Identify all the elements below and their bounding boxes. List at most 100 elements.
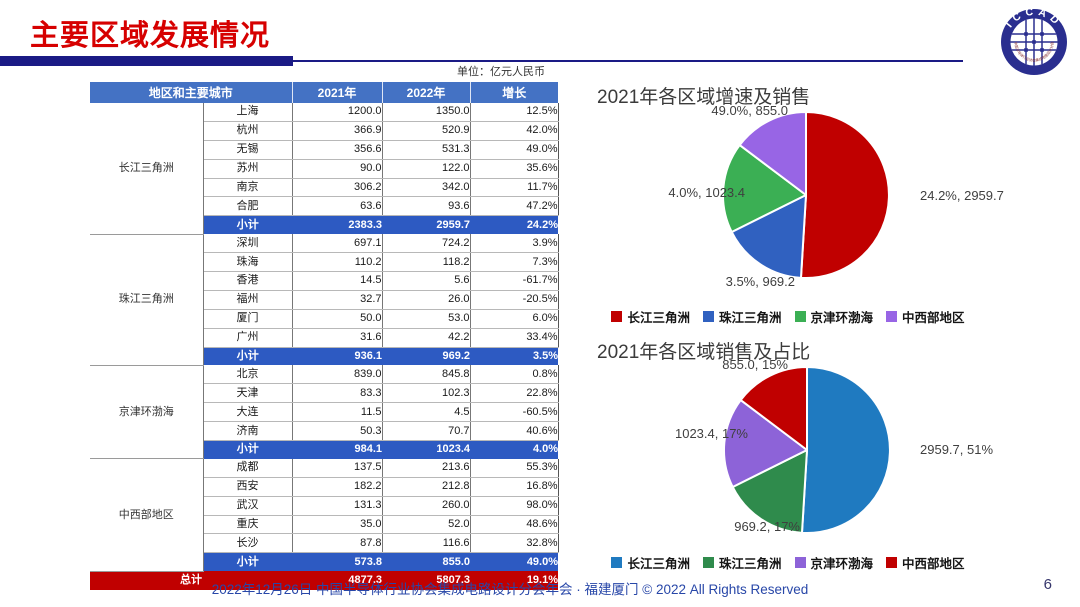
growth-cell: 40.6%: [470, 421, 559, 442]
table-row: 长沙 87.8 116.6 32.8%: [90, 533, 559, 554]
city-cell: 香港: [203, 271, 293, 291]
table-row: 苏州 90.0 122.0 35.6%: [90, 159, 559, 179]
subtotal-2021-cell: 984.1: [292, 440, 383, 459]
region-cell: 中西部地区: [90, 458, 204, 572]
subtotal-label-cell: 小计: [203, 552, 293, 572]
value-2021-cell: 90.0: [292, 159, 383, 179]
city-cell: 济南: [203, 421, 293, 442]
iccad-logo: ICCAD 中国半导体行业协会集成电路设计分会: [998, 6, 1070, 78]
value-2021-cell: 32.7: [292, 290, 383, 310]
pie-slice-珠江三角洲: [731, 449, 808, 534]
subtotal-row: 小计 573.8 855.0 49.0%: [90, 552, 559, 572]
legend-swatch-icon: [886, 557, 898, 568]
legend-label: 京津环渤海: [810, 311, 874, 325]
pie-slice-中西部地区: [739, 366, 808, 451]
city-cell: 无锡: [203, 140, 293, 160]
growth-cell: 55.3%: [470, 458, 559, 478]
city-cell: 长沙: [203, 533, 293, 554]
slice-label-京津环渤海: 1023.4, 17%: [674, 426, 748, 441]
value-2022-cell: 531.3: [382, 140, 471, 160]
subtotal-growth-cell: 4.0%: [470, 440, 559, 459]
value-2022-cell: 342.0: [382, 178, 471, 198]
table-row: 珠海 110.2 118.2 7.3%: [90, 252, 559, 273]
subtotal-2022-cell: 2959.7: [382, 215, 471, 235]
value-2022-cell: 26.0: [382, 290, 471, 310]
value-2021-cell: 356.6: [292, 140, 383, 160]
city-cell: 重庆: [203, 515, 293, 535]
region-data-table: 地区和主要城市 2021年 2022年 增长 长江三角洲 上海 1200.0 1350.0 1…: [90, 82, 559, 590]
value-2021-cell: 1200.0: [292, 103, 383, 122]
city-cell: 北京: [203, 365, 293, 385]
table-row: 福州 32.7 26.0 -20.5%: [90, 290, 559, 310]
subtotal-label-cell: 小计: [203, 440, 293, 459]
table-column-header: 增长: [470, 82, 559, 103]
value-2022-cell: 213.6: [382, 458, 471, 478]
subtotal-2022-cell: 855.0: [382, 552, 471, 572]
value-2022-cell: 42.2: [382, 328, 471, 348]
table-row: 南京 306.2 342.0 11.7%: [90, 178, 559, 198]
city-cell: 广州: [203, 328, 293, 348]
legend-item-中西部地区: 中西部地区: [886, 307, 965, 326]
legend-item-珠江三角洲: 珠江三角洲: [702, 553, 782, 572]
total-row: 总计 4877.3 5807.3 19.1%: [90, 571, 559, 590]
value-2021-cell: 50.3: [292, 421, 383, 442]
legend-swatch-icon: [886, 311, 898, 322]
legend-label: 珠江三角洲: [718, 557, 782, 571]
pie-slice-长江三角洲: [799, 111, 890, 279]
city-cell: 成都: [203, 458, 293, 478]
total-label-cell: 总计: [90, 571, 293, 590]
total-growth-cell: 19.1%: [470, 571, 559, 590]
table-row: 重庆 35.0 52.0 48.6%: [90, 515, 559, 535]
title-underline-bar: [0, 56, 293, 66]
value-2022-cell: 4.5: [382, 402, 471, 423]
pie-slice-长江三角洲: [800, 366, 891, 534]
subtotal-2021-cell: 2383.3: [292, 215, 383, 235]
table-row: 西安 182.2 212.8 16.8%: [90, 477, 559, 497]
slice-label-中西部地区: 855.0, 15%: [722, 357, 788, 372]
value-2022-cell: 70.7: [382, 421, 471, 442]
subtotal-label-cell: 小计: [203, 215, 293, 235]
legend-label: 京津环渤海: [810, 557, 874, 571]
city-cell: 杭州: [203, 121, 293, 141]
growth-cell: 98.0%: [470, 496, 559, 516]
region-cell: 珠江三角洲: [90, 234, 204, 366]
value-2021-cell: 50.0: [292, 309, 383, 329]
table-column-header: 2021年: [292, 82, 383, 103]
value-2021-cell: 63.6: [292, 196, 383, 217]
page-title: 主要区域发展情况: [30, 20, 271, 52]
value-2022-cell: 212.8: [382, 477, 471, 497]
city-cell: 苏州: [203, 159, 293, 179]
city-cell: 武汉: [203, 496, 293, 516]
city-cell: 大连: [203, 402, 293, 423]
table-row: 广州 31.6 42.2 33.4%: [90, 328, 559, 348]
city-cell: 福州: [203, 290, 293, 310]
subtotal-growth-cell: 3.5%: [470, 347, 559, 366]
growth-cell: 6.0%: [470, 309, 559, 329]
value-2021-cell: 137.5: [292, 458, 383, 478]
table-row: 合肥 63.6 93.6 47.2%: [90, 196, 559, 217]
value-2021-cell: 31.6: [292, 328, 383, 348]
legend-item-珠江三角洲: 珠江三角洲: [702, 307, 782, 326]
pie-slice-珠江三角洲: [730, 194, 807, 279]
value-2022-cell: 52.0: [382, 515, 471, 535]
table-header: 地区和主要城市 2021年 2022年 增长: [90, 82, 559, 103]
table-row: 中西部地区 成都 137.5 213.6 55.3%: [90, 458, 559, 572]
growth-cell: -61.7%: [470, 271, 559, 291]
legend-label: 珠江三角洲: [718, 311, 782, 325]
subtotal-2022-cell: 1023.4: [382, 440, 471, 459]
subtotal-2021-cell: 573.8: [292, 552, 383, 572]
legend-item-京津环渤海: 京津环渤海: [794, 553, 874, 572]
total-2022-cell: 5807.3: [382, 571, 471, 590]
growth-cell: 33.4%: [470, 328, 559, 348]
total-2021-cell: 4877.3: [292, 571, 383, 590]
value-2021-cell: 839.0: [292, 365, 383, 385]
city-cell: 合肥: [203, 196, 293, 217]
pie-slice-京津环渤海: [723, 399, 808, 488]
table-row: 长江三角洲 上海 1200.0 1350.0 12.5%: [90, 103, 559, 235]
value-2022-cell: 5.6: [382, 271, 471, 291]
growth-cell: 47.2%: [470, 196, 559, 217]
subtotal-growth-cell: 49.0%: [470, 552, 559, 572]
growth-cell: 11.7%: [470, 178, 559, 198]
legend-item-长江三角洲: 长江三角洲: [611, 553, 690, 572]
slice-label-中西部地区: 49.0%, 855.0: [711, 103, 788, 118]
